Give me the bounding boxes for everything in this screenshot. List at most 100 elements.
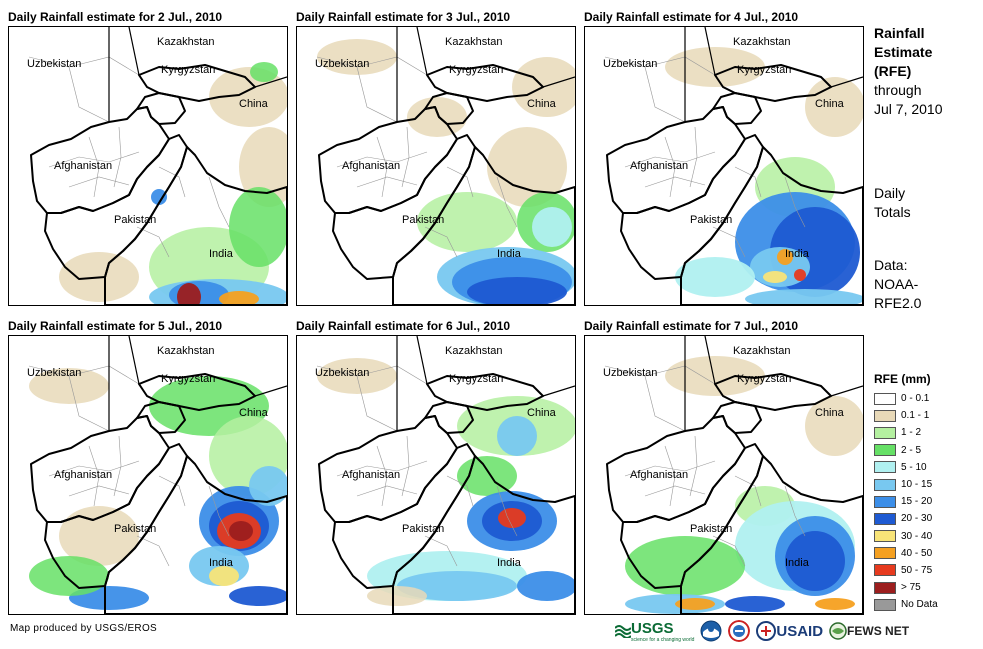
legend-label: 0 - 0.1 bbox=[901, 393, 930, 405]
rainfall-area bbox=[29, 556, 109, 596]
legend-row: 0.1 - 1 bbox=[874, 407, 974, 424]
nws-seal-icon bbox=[728, 620, 751, 642]
fews-net-logo: FEWS NET bbox=[829, 622, 909, 640]
country-label-pakistan: Pakistan bbox=[114, 214, 156, 226]
country-label-kyrgyzstan: Kyrgyzstan bbox=[161, 373, 215, 385]
legend-row: 40 - 50 bbox=[874, 545, 974, 562]
map-panel-jul6: Daily Rainfall estimate for 6 Jul., 2010… bbox=[296, 317, 576, 615]
panel-title: Daily Rainfall estimate for 5 Jul., 2010 bbox=[8, 319, 223, 333]
country-label-kazakhstan: Kazakhstan bbox=[157, 36, 214, 48]
rainfall-area bbox=[239, 127, 287, 207]
map-panel-jul2: Daily Rainfall estimate for 2 Jul., 2010… bbox=[8, 8, 288, 306]
country-label-afghanistan: Afghanistan bbox=[630, 160, 688, 172]
country-label-uzbekistan: Uzbekistan bbox=[315, 58, 369, 70]
country-label-pakistan: Pakistan bbox=[402, 214, 444, 226]
rainfall-area bbox=[665, 47, 765, 87]
rainfall-area bbox=[249, 466, 287, 506]
rainfall-map-svg: Kazakhstan Uzbekistan Kyrgyzstan China Afgha… bbox=[603, 27, 863, 305]
country-borders bbox=[318, 336, 575, 614]
fews-globe-icon bbox=[829, 622, 847, 640]
country-label-kyrgyzstan: Kyrgyzstan bbox=[449, 373, 503, 385]
country-borders bbox=[318, 27, 575, 305]
rainfall-area bbox=[517, 571, 575, 601]
usaid-seal-icon bbox=[756, 621, 777, 641]
rainfall-map: Kazakhstan Uzbekistan Kyrgyzstan China Afgha… bbox=[584, 335, 864, 615]
map-panel-jul3: Daily Rainfall estimate for 3 Jul., 2010… bbox=[296, 8, 576, 306]
legend-swatch bbox=[874, 547, 896, 560]
rainfall-area bbox=[675, 598, 715, 610]
rainfall-area bbox=[229, 187, 287, 267]
panel-title: Daily Rainfall estimate for 4 Jul., 2010 bbox=[584, 10, 799, 24]
country-label-india: India bbox=[785, 248, 810, 260]
country-label-uzbekistan: Uzbekistan bbox=[603, 58, 657, 70]
rainfall-area bbox=[497, 416, 537, 456]
rainfall-area bbox=[467, 277, 567, 305]
country-label-china: China bbox=[527, 98, 557, 110]
rainfall-area bbox=[317, 39, 397, 75]
rainfall-map-svg: Kazakhstan Uzbekistan Kyrgyzstan China Afgha… bbox=[27, 27, 287, 305]
legend-label: > 75 bbox=[901, 582, 921, 594]
legend-label: 20 - 30 bbox=[901, 513, 933, 525]
country-label-pakistan: Pakistan bbox=[690, 523, 732, 535]
country-label-india: India bbox=[785, 557, 810, 569]
rainfall-area bbox=[777, 249, 793, 265]
panel-title: Daily Rainfall estimate for 2 Jul., 2010 bbox=[8, 10, 223, 24]
rainfall-map: Kazakhstan Uzbekistan Kyrgyzstan China Afgha… bbox=[8, 335, 288, 615]
map-panel-jul7: Daily Rainfall estimate for 7 Jul., 2010… bbox=[584, 317, 864, 615]
country-label-china: China bbox=[815, 98, 845, 110]
province-borders bbox=[28, 365, 230, 567]
legend-row: No Data bbox=[874, 596, 974, 613]
country-label-uzbekistan: Uzbekistan bbox=[603, 367, 657, 379]
province-borders bbox=[316, 365, 518, 567]
legend-label: 40 - 50 bbox=[901, 547, 933, 559]
legend-swatch bbox=[874, 461, 896, 474]
legend-swatch bbox=[874, 564, 896, 577]
rainfall-area bbox=[785, 531, 845, 591]
rainfall-area bbox=[625, 536, 745, 596]
legend-label: 0.1 - 1 bbox=[901, 410, 930, 422]
legend-swatch bbox=[874, 581, 896, 594]
country-borders bbox=[606, 27, 863, 305]
rainfall-area bbox=[407, 97, 467, 137]
legend-label: 30 - 40 bbox=[901, 530, 933, 542]
rainfall-map: Kazakhstan Uzbekistan Kyrgyzstan China Afgha… bbox=[296, 335, 576, 615]
legend-label: 10 - 15 bbox=[901, 479, 933, 491]
rainfall-area bbox=[229, 521, 253, 541]
usaid-logo: USAID bbox=[756, 621, 823, 641]
country-label-pakistan: Pakistan bbox=[690, 214, 732, 226]
legend-row: 30 - 40 bbox=[874, 528, 974, 545]
rainfall-area bbox=[397, 571, 517, 601]
province-borders bbox=[604, 56, 806, 258]
legend-swatch bbox=[874, 392, 896, 405]
legend-swatch bbox=[874, 512, 896, 525]
rainfall-area bbox=[219, 291, 259, 305]
rainfall-map-svg: Kazakhstan Uzbekistan Kyrgyzstan China Afgha… bbox=[603, 336, 863, 614]
country-label-kazakhstan: Kazakhstan bbox=[733, 345, 790, 357]
country-label-afghanistan: Afghanistan bbox=[54, 469, 112, 481]
legend-row: 0 - 0.1 bbox=[874, 390, 974, 407]
legend-swatch bbox=[874, 444, 896, 457]
country-borders bbox=[30, 336, 287, 614]
country-label-kazakhstan: Kazakhstan bbox=[445, 345, 502, 357]
legend-swatch bbox=[874, 409, 896, 422]
country-label-kazakhstan: Kazakhstan bbox=[733, 36, 790, 48]
country-label-india: India bbox=[209, 557, 234, 569]
rainfall-layer bbox=[59, 62, 287, 305]
country-label-china: China bbox=[815, 407, 845, 419]
rainfall-area bbox=[532, 207, 572, 247]
rainfall-map-svg: Kazakhstan Uzbekistan Kyrgyzstan China Afgha… bbox=[27, 336, 287, 614]
country-label-kazakhstan: Kazakhstan bbox=[445, 36, 502, 48]
rainfall-area bbox=[151, 189, 167, 205]
rainfall-area bbox=[177, 283, 201, 305]
agency-logos: USGS science for a changing world USAID … bbox=[615, 618, 909, 644]
panel-title: Daily Rainfall estimate for 3 Jul., 2010 bbox=[296, 10, 511, 24]
rainfall-area bbox=[59, 506, 139, 566]
rainfall-area bbox=[29, 368, 109, 404]
legend-label: 50 - 75 bbox=[901, 564, 933, 576]
rainfall-layer bbox=[665, 47, 863, 305]
legend-row: 20 - 30 bbox=[874, 510, 974, 527]
legend-label: 15 - 20 bbox=[901, 496, 933, 508]
map-credit: Map produced by USGS/EROS bbox=[10, 623, 158, 634]
noaa-seal-icon bbox=[700, 620, 722, 642]
legend-swatch bbox=[874, 495, 896, 508]
